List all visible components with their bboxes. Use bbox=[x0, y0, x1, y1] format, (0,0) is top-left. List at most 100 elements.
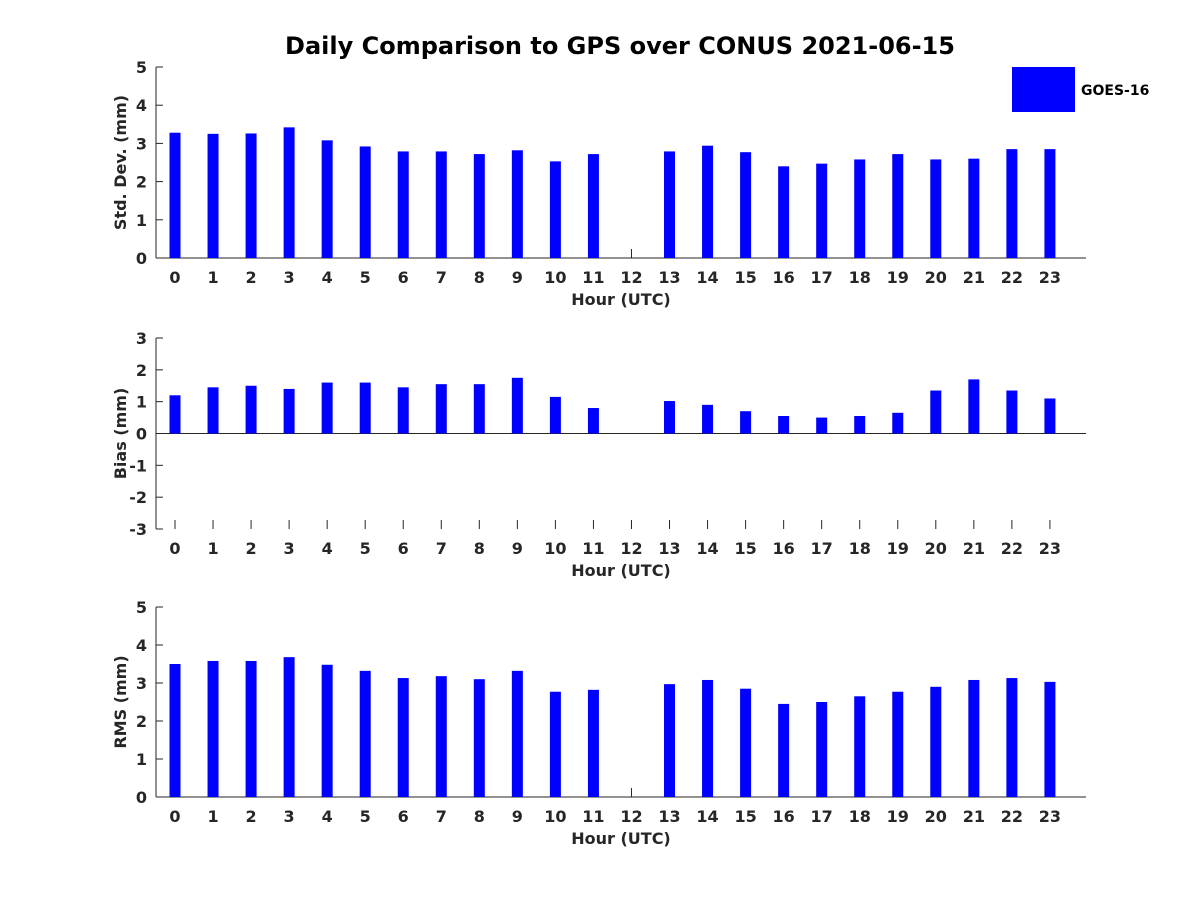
y-tick-label: 4 bbox=[136, 96, 147, 115]
bar-hour-11 bbox=[587, 154, 599, 258]
x-tick-label: 6 bbox=[398, 807, 409, 826]
x-tick-label: 8 bbox=[474, 268, 485, 287]
bar-hour-5 bbox=[359, 382, 371, 434]
x-axis-label: Hour (UTC) bbox=[571, 561, 671, 580]
x-tick-label: 19 bbox=[887, 539, 909, 558]
bar-hour-7 bbox=[435, 384, 447, 434]
bar-hour-0 bbox=[169, 395, 181, 434]
bar-hour-21 bbox=[968, 158, 980, 258]
x-tick-label: 21 bbox=[963, 268, 985, 287]
y-tick-label: -1 bbox=[129, 456, 147, 475]
x-tick-label: 10 bbox=[544, 268, 566, 287]
y-tick-label: 1 bbox=[136, 750, 147, 769]
bar-hour-15 bbox=[740, 411, 752, 434]
x-tick-label: 3 bbox=[284, 268, 295, 287]
bar-hour-1 bbox=[207, 660, 219, 797]
x-tick-label: 20 bbox=[925, 539, 947, 558]
x-tick-label: 0 bbox=[169, 807, 180, 826]
y-tick-label: 5 bbox=[136, 58, 147, 77]
y-tick-label: 3 bbox=[136, 134, 147, 153]
y-tick-label: 0 bbox=[136, 249, 147, 268]
bar-hour-6 bbox=[397, 678, 409, 797]
bar-hour-0 bbox=[169, 132, 181, 258]
x-tick-label: 23 bbox=[1039, 807, 1061, 826]
x-tick-label: 14 bbox=[696, 539, 718, 558]
bar-hour-22 bbox=[1006, 149, 1018, 258]
bar-hour-13 bbox=[664, 151, 676, 258]
x-tick-label: 15 bbox=[734, 268, 756, 287]
x-tick-label: 2 bbox=[246, 268, 257, 287]
bar-hour-4 bbox=[321, 664, 333, 797]
x-tick-label: 0 bbox=[169, 539, 180, 558]
bar-hour-11 bbox=[587, 408, 599, 434]
x-tick-label: 19 bbox=[887, 268, 909, 287]
bar-hour-18 bbox=[854, 415, 866, 434]
bar-hour-19 bbox=[892, 691, 904, 797]
bar-hour-22 bbox=[1006, 390, 1018, 434]
x-tick-label: 13 bbox=[658, 539, 680, 558]
x-tick-label: 3 bbox=[284, 807, 295, 826]
x-tick-label: 22 bbox=[1001, 539, 1023, 558]
bar-hour-23 bbox=[1044, 681, 1056, 797]
x-tick-label: 6 bbox=[398, 539, 409, 558]
bar-hour-17 bbox=[816, 417, 828, 434]
x-tick-label: 11 bbox=[582, 268, 604, 287]
bar-hour-9 bbox=[511, 377, 523, 434]
x-tick-label: 12 bbox=[620, 807, 642, 826]
y-tick-label: 3 bbox=[136, 674, 147, 693]
x-tick-label: 2 bbox=[246, 807, 257, 826]
x-tick-label: 22 bbox=[1001, 807, 1023, 826]
x-tick-label: 2 bbox=[246, 539, 257, 558]
x-tick-label: 15 bbox=[734, 539, 756, 558]
x-tick-label: 20 bbox=[925, 268, 947, 287]
x-tick-label: 3 bbox=[284, 539, 295, 558]
bar-hour-1 bbox=[207, 133, 219, 258]
x-tick-label: 20 bbox=[925, 807, 947, 826]
bar-hour-9 bbox=[511, 670, 523, 797]
x-tick-label: 23 bbox=[1039, 539, 1061, 558]
bar-hour-4 bbox=[321, 140, 333, 258]
bar-hour-6 bbox=[397, 387, 409, 434]
legend-label: GOES-16 bbox=[1081, 83, 1149, 99]
bar-hour-2 bbox=[245, 133, 257, 258]
bar-hour-10 bbox=[549, 161, 561, 258]
x-tick-label: 10 bbox=[544, 539, 566, 558]
y-tick-label: 2 bbox=[136, 173, 147, 192]
bar-hour-19 bbox=[892, 412, 904, 434]
y-tick-label: 0 bbox=[136, 425, 147, 444]
y-axis-label: Bias (mm) bbox=[111, 388, 130, 480]
x-tick-label: 8 bbox=[474, 539, 485, 558]
x-tick-label: 8 bbox=[474, 807, 485, 826]
x-tick-label: 7 bbox=[436, 539, 447, 558]
bar-hour-14 bbox=[702, 679, 714, 797]
x-tick-label: 9 bbox=[512, 807, 523, 826]
bar-hour-22 bbox=[1006, 678, 1018, 797]
x-tick-label: 0 bbox=[169, 268, 180, 287]
bar-hour-15 bbox=[740, 688, 752, 797]
x-tick-label: 11 bbox=[582, 807, 604, 826]
bar-hour-16 bbox=[778, 703, 790, 797]
y-axis-label: Std. Dev. (mm) bbox=[111, 95, 130, 230]
x-tick-label: 1 bbox=[207, 268, 218, 287]
y-tick-label: 1 bbox=[136, 211, 147, 230]
y-tick-label: 4 bbox=[136, 636, 147, 655]
x-tick-label: 5 bbox=[360, 539, 371, 558]
bar-hour-23 bbox=[1044, 398, 1056, 434]
x-tick-label: 14 bbox=[696, 807, 718, 826]
x-tick-label: 14 bbox=[696, 268, 718, 287]
bar-hour-14 bbox=[702, 404, 714, 434]
bar-hour-3 bbox=[283, 388, 295, 434]
y-tick-label: 2 bbox=[136, 361, 147, 380]
y-axis-label: RMS (mm) bbox=[111, 655, 130, 748]
bar-hour-6 bbox=[397, 151, 409, 258]
bar-hour-3 bbox=[283, 127, 295, 258]
bar-hour-21 bbox=[968, 379, 980, 434]
bar-hour-3 bbox=[283, 657, 295, 797]
bar-hour-8 bbox=[473, 384, 485, 434]
x-tick-label: 5 bbox=[360, 807, 371, 826]
y-tick-label: 2 bbox=[136, 712, 147, 731]
